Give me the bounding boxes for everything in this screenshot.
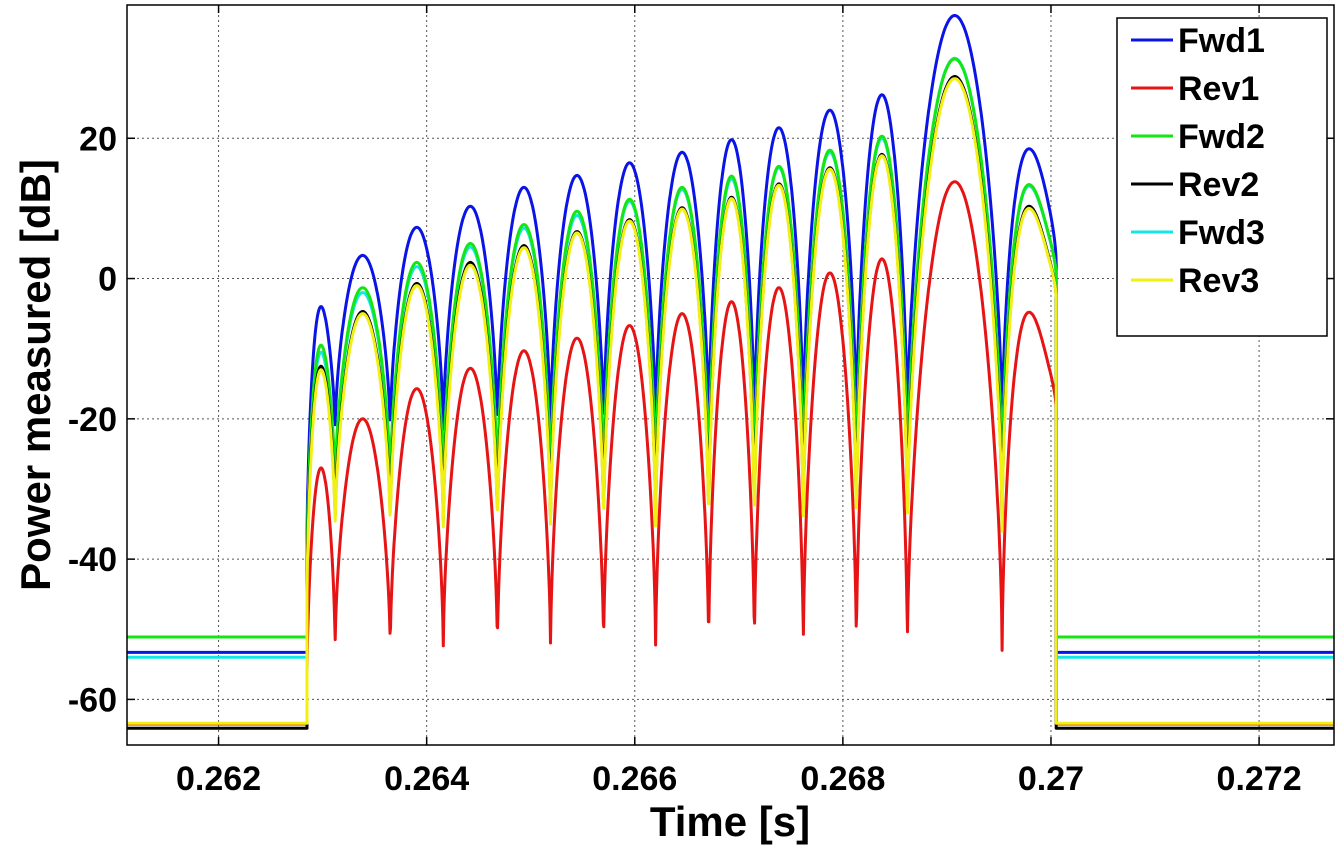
- legend-label-fwd2: Fwd2: [1178, 118, 1265, 156]
- x-axis-ticks: 0.262 0.264 0.266 0.268 0.27 0.272: [176, 5, 1302, 798]
- legend-label-rev2: Rev2: [1178, 166, 1259, 204]
- x-tick-label: 0.262: [176, 760, 261, 798]
- legend-label-rev3: Rev3: [1178, 262, 1259, 300]
- x-tick-label: 0.27: [1018, 760, 1084, 798]
- series-line-fwd2: [126, 57, 1335, 639]
- x-tick-label: 0.264: [384, 760, 469, 798]
- legend: Fwd1 Rev1 Fwd2 Rev2 Fwd3 Rev3: [1116, 17, 1328, 337]
- x-tick-label: 0.272: [1217, 760, 1302, 798]
- legend-box: [1116, 17, 1328, 337]
- y-tick-label: -60: [68, 681, 117, 719]
- legend-label-fwd3: Fwd3: [1178, 214, 1265, 252]
- y-tick-label: 0: [98, 261, 117, 299]
- series-line-fwd1: [126, 14, 1335, 654]
- y-tick-label: -20: [68, 401, 117, 439]
- series-layer: [126, 14, 1335, 730]
- x-tick-label: 0.268: [800, 760, 885, 798]
- legend-label-rev1: Rev1: [1178, 70, 1259, 108]
- y-tick-label: -40: [68, 541, 117, 579]
- y-axis-title: Power measured [dB]: [12, 159, 59, 591]
- y-axis-ticks: -60 -40 -20 0 20: [68, 120, 1334, 719]
- y-tick-label: 20: [79, 120, 117, 158]
- x-axis-title: Time [s]: [650, 798, 810, 845]
- x-tick-label: 0.266: [592, 760, 677, 798]
- legend-label-fwd1: Fwd1: [1178, 22, 1265, 60]
- series-line-rev3: [126, 77, 1335, 725]
- plot-frame: [126, 4, 1335, 746]
